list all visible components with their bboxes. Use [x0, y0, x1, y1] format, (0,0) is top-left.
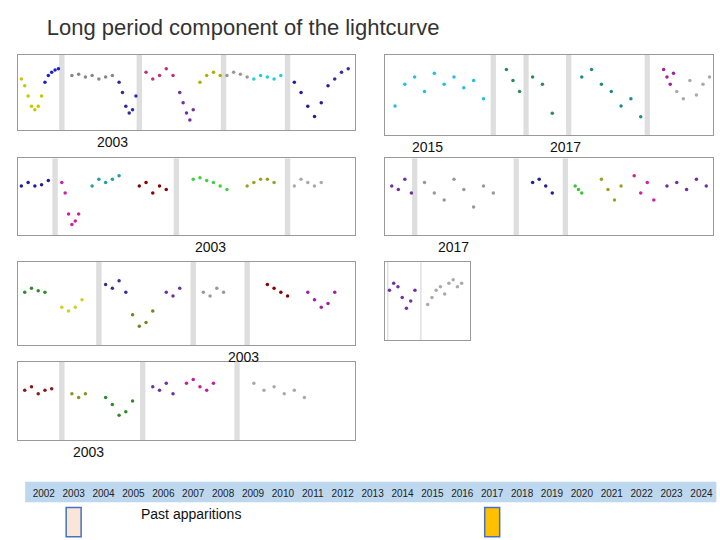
svg-text:2012: 2012	[332, 488, 355, 499]
svg-text:2013: 2013	[361, 488, 384, 499]
svg-text:2003: 2003	[228, 349, 259, 365]
svg-text:2002: 2002	[33, 488, 56, 499]
svg-text:2010: 2010	[272, 488, 295, 499]
svg-text:2003: 2003	[63, 488, 86, 499]
svg-text:2005: 2005	[122, 488, 145, 499]
svg-text:2015: 2015	[421, 488, 444, 499]
svg-text:2016: 2016	[451, 488, 474, 499]
svg-text:2017: 2017	[438, 239, 469, 255]
svg-text:2015: 2015	[412, 139, 443, 155]
svg-text:2017: 2017	[481, 488, 504, 499]
svg-text:2024: 2024	[690, 488, 713, 499]
svg-text:2009: 2009	[242, 488, 265, 499]
svg-text:2011: 2011	[302, 488, 324, 499]
svg-text:2023: 2023	[660, 488, 683, 499]
svg-text:2022: 2022	[631, 488, 654, 499]
svg-text:2008: 2008	[212, 488, 235, 499]
svg-text:2003: 2003	[195, 239, 226, 255]
svg-text:2018: 2018	[511, 488, 534, 499]
svg-text:2020: 2020	[571, 488, 594, 499]
svg-text:Long period component of the l: Long period component of the lightcurve	[47, 15, 440, 40]
svg-text:2006: 2006	[152, 488, 175, 499]
svg-text:Past apparitions: Past apparitions	[141, 506, 241, 522]
svg-text:2019: 2019	[541, 488, 564, 499]
svg-text:2003: 2003	[73, 444, 104, 460]
svg-text:2007: 2007	[182, 488, 205, 499]
svg-text:2021: 2021	[601, 488, 624, 499]
svg-text:2017: 2017	[550, 139, 581, 155]
svg-text:2003: 2003	[97, 134, 128, 150]
svg-text:2014: 2014	[391, 488, 414, 499]
svg-text:2004: 2004	[92, 488, 115, 499]
